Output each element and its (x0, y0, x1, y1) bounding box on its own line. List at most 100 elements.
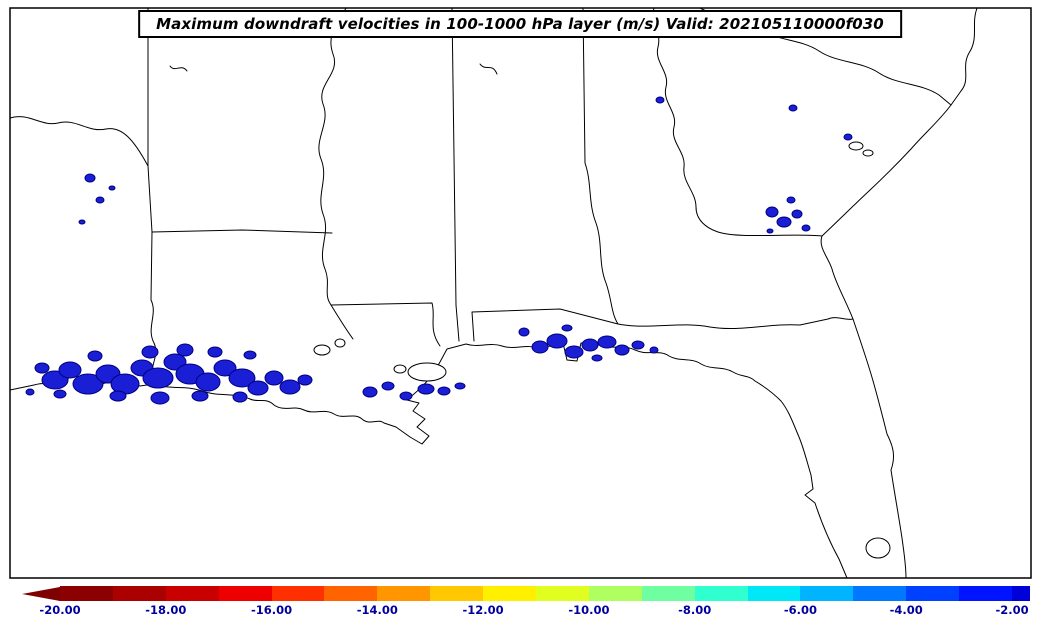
coastline-gulf (9, 342, 848, 579)
state-line-la-ms (330, 302, 441, 347)
downdraft-cell (95, 196, 105, 204)
state-boundaries (9, 7, 978, 579)
downdraft-cell (655, 96, 665, 104)
state-line-ms-al (451, 7, 460, 342)
downdraft-cell (546, 333, 568, 349)
downdraft-cell (207, 346, 223, 358)
downdraft-cell (581, 338, 599, 352)
downdraft-cell (437, 386, 451, 396)
mississippi-river (318, 7, 354, 340)
downdraft-cell (801, 224, 811, 232)
colorbar-segment (377, 586, 431, 601)
plot-title: Maximum downdraft velocities in 100-1000… (138, 10, 902, 38)
downdraft-cell (279, 379, 301, 395)
colorbar-segment (641, 586, 695, 601)
downdraft-cell (195, 372, 221, 392)
downdraft-cell (591, 354, 603, 362)
colorbar-segment (906, 586, 960, 601)
lake-moultrie (862, 149, 874, 157)
downdraft-contours (25, 96, 853, 405)
downdraft-cell (109, 390, 127, 402)
colorbar-segment (165, 586, 219, 601)
downdraft-cell (34, 362, 50, 374)
colorbar-segment (112, 586, 166, 601)
colorbar (22, 586, 1030, 601)
downdraft-cell (417, 383, 435, 395)
downdraft-cell (191, 390, 209, 402)
downdraft-cell (108, 185, 116, 191)
state-line-ga-sc (652, 7, 823, 237)
downdraft-cell (87, 350, 103, 362)
lake-marion (848, 141, 864, 151)
colorbar-segment (694, 586, 748, 601)
downdraft-cell (561, 324, 573, 332)
lake-pontchartrain (407, 362, 447, 382)
coastline-atlantic (820, 7, 978, 579)
downdraft-cell (791, 209, 803, 219)
state-line-ar-la (151, 229, 333, 234)
colorbar-segment (800, 586, 854, 601)
downdraft-cell (228, 368, 256, 388)
lake-louisiana-1 (313, 344, 331, 356)
lakes (313, 141, 891, 559)
downdraft-cell (84, 173, 96, 183)
downdraft-cell (150, 391, 170, 405)
downdraft-cell (142, 367, 174, 389)
downdraft-cell (843, 133, 853, 141)
colorbar-segment (747, 586, 801, 601)
colorbar-overflow-segment (1012, 586, 1030, 601)
downdraft-cell (247, 380, 269, 396)
colorbar-segment (60, 586, 113, 601)
downdraft-cell (454, 382, 466, 390)
downdraft-cell (631, 340, 645, 350)
downdraft-cell (788, 104, 798, 112)
downdraft-cell (78, 219, 86, 225)
colorbar-underflow-arrow (22, 586, 60, 601)
downdraft-cell (53, 389, 67, 399)
downdraft-cell (766, 228, 774, 234)
downdraft-cell (597, 335, 617, 349)
downdraft-cell (141, 345, 159, 359)
downdraft-cell (362, 386, 378, 398)
downdraft-cell (381, 381, 395, 391)
downdraft-cell (518, 327, 530, 337)
colorbar-body (60, 586, 1013, 601)
colorbar-segment (853, 586, 907, 601)
lake-okeechobee (865, 537, 891, 559)
downdraft-cell (213, 359, 237, 377)
lake-louisiana-2 (334, 338, 346, 348)
downdraft-cell (58, 361, 82, 379)
state-line-al-fl (471, 308, 619, 342)
downdraft-cell (786, 196, 796, 204)
colorbar-segment (536, 586, 589, 601)
downdraft-cell (72, 373, 104, 395)
downdraft-cell (232, 391, 248, 403)
downdraft-cell (765, 206, 779, 218)
downdraft-cell (399, 391, 413, 401)
map-frame (9, 7, 1032, 579)
colorbar-segment (271, 586, 325, 601)
colorbar-segment (324, 586, 378, 601)
downdraft-cell (649, 346, 659, 354)
river-squiggle-arkansas (169, 65, 188, 72)
downdraft-cell (163, 353, 187, 371)
river-squiggle-tennessee (479, 63, 498, 75)
colorbar-segment (588, 586, 642, 601)
downdraft-cell (176, 343, 194, 357)
downdraft-cell (264, 370, 284, 386)
state-line-ga-fl (617, 317, 854, 330)
colorbar-segment (218, 586, 272, 601)
colorbar-segment (483, 586, 537, 601)
downdraft-cell (243, 350, 257, 360)
colorbar-segment (959, 586, 1013, 601)
downdraft-cell (531, 340, 549, 354)
downdraft-cell (297, 374, 313, 386)
state-line-al-ga (582, 7, 619, 325)
lake-maurepas (393, 364, 407, 374)
downdraft-cell (776, 216, 792, 228)
downdraft-cell (25, 388, 35, 396)
downdraft-cell (614, 344, 630, 356)
colorbar-segment (430, 586, 484, 601)
